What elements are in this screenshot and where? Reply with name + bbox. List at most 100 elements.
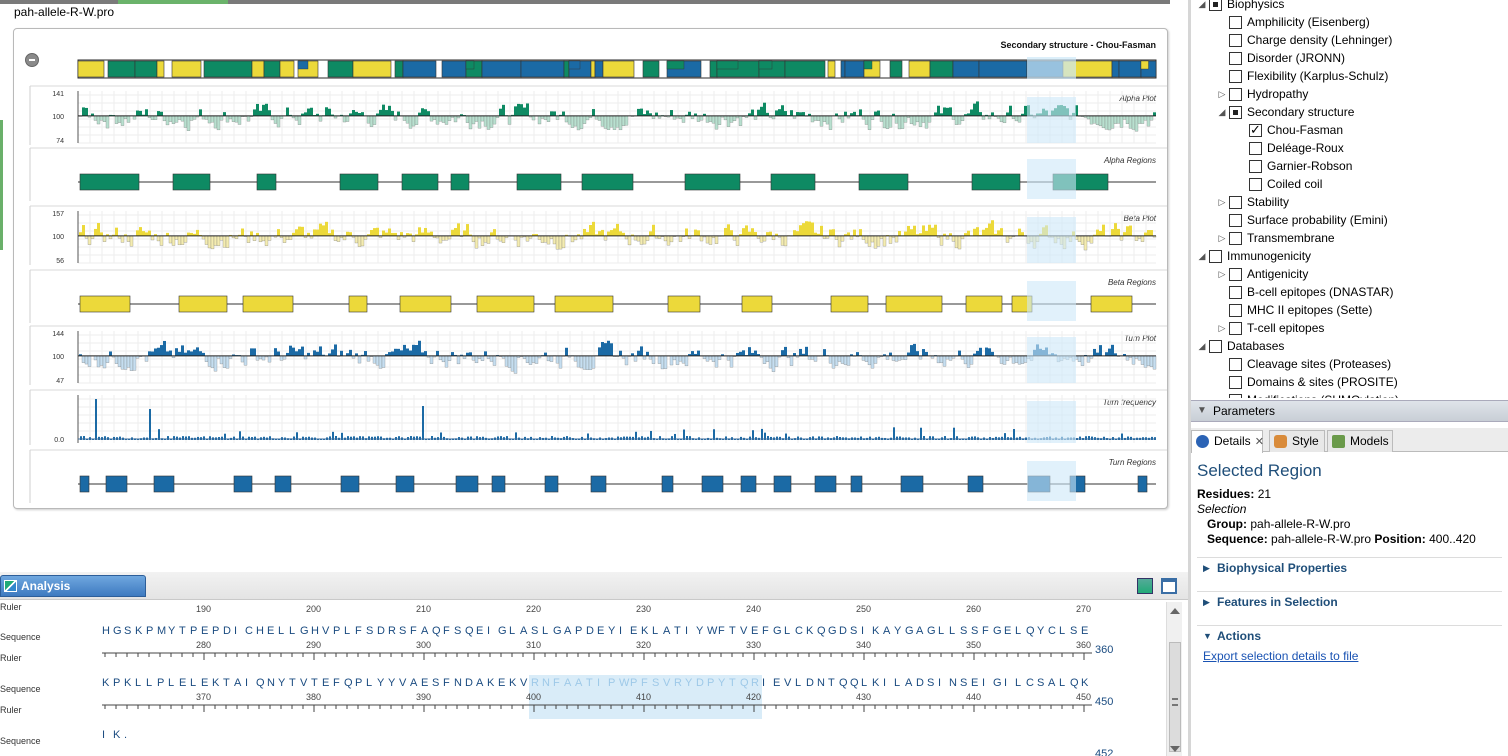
- residue[interactable]: P: [212, 625, 220, 637]
- tree-item[interactable]: ▷ Transmembrane: [1215, 229, 1335, 247]
- scroll-up-icon[interactable]: [1170, 608, 1180, 614]
- checkbox[interactable]: [1249, 122, 1262, 138]
- tree-item[interactable]: Flexibility (Karplus-Schulz): [1215, 67, 1388, 85]
- residue[interactable]: I: [762, 677, 766, 689]
- residue[interactable]: C: [795, 625, 803, 637]
- pane-divider[interactable]: [1188, 0, 1191, 756]
- residue[interactable]: I: [685, 625, 689, 637]
- residue[interactable]: T: [586, 677, 593, 689]
- residue[interactable]: .: [124, 729, 128, 741]
- checkbox[interactable]: [1249, 177, 1262, 191]
- residue[interactable]: T: [223, 677, 230, 689]
- residue[interactable]: V: [399, 677, 407, 689]
- residue[interactable]: L: [1059, 625, 1066, 637]
- residue[interactable]: Q: [839, 677, 848, 689]
- checkbox[interactable]: [1229, 393, 1242, 398]
- residue[interactable]: G: [993, 625, 1002, 637]
- residue[interactable]: V: [322, 625, 330, 637]
- residue[interactable]: P: [190, 625, 198, 637]
- residue[interactable]: N: [817, 677, 825, 689]
- residue[interactable]: G: [927, 625, 936, 637]
- residue[interactable]: A: [905, 677, 913, 689]
- collapsed-triangle-icon[interactable]: ▷: [1218, 88, 1226, 99]
- residue[interactable]: L: [949, 625, 956, 637]
- tree-item[interactable]: MHC II epitopes (Sette): [1215, 301, 1372, 319]
- tree-item[interactable]: Charge density (Lehninger): [1215, 31, 1392, 49]
- residue[interactable]: V: [300, 677, 308, 689]
- plots-canvas[interactable]: Alpha Plot 141 100 74 Alpha Regions Beta Plot…: [14, 29, 1167, 508]
- residue[interactable]: L: [168, 677, 175, 689]
- tree-item[interactable]: Coiled coil: [1235, 175, 1322, 193]
- residue[interactable]: S: [366, 625, 374, 637]
- residue[interactable]: N: [267, 677, 275, 689]
- residue[interactable]: I: [982, 677, 986, 689]
- residue[interactable]: L: [1015, 625, 1022, 637]
- residue[interactable]: T: [289, 677, 296, 689]
- residue[interactable]: F: [718, 625, 725, 637]
- residue[interactable]: A: [421, 625, 429, 637]
- collapsed-triangle-icon[interactable]: ▷: [1218, 232, 1226, 243]
- checkbox[interactable]: [1229, 87, 1242, 101]
- residue[interactable]: F: [553, 677, 560, 689]
- residue[interactable]: I: [1004, 677, 1008, 689]
- residue[interactable]: P: [355, 677, 363, 689]
- tree-item[interactable]: Modifications (SUMOylation): [1215, 391, 1399, 398]
- tree-item[interactable]: Cleavage sites (Proteases): [1215, 355, 1391, 373]
- residue[interactable]: Y: [894, 625, 902, 637]
- residue[interactable]: G: [498, 625, 507, 637]
- residue[interactable]: L: [1015, 677, 1022, 689]
- residue[interactable]: D: [465, 677, 473, 689]
- tree-item[interactable]: ◢ Databases: [1195, 337, 1285, 355]
- residue[interactable]: N: [949, 677, 957, 689]
- residue[interactable]: H: [311, 625, 319, 637]
- checkbox[interactable]: [1229, 321, 1242, 335]
- residue[interactable]: N: [542, 677, 550, 689]
- residue[interactable]: I: [487, 625, 491, 637]
- residue[interactable]: E: [773, 677, 781, 689]
- residue[interactable]: Q: [432, 625, 441, 637]
- scroll-down-icon[interactable]: [1170, 746, 1180, 752]
- residue[interactable]: L: [190, 677, 197, 689]
- residue[interactable]: T: [828, 677, 835, 689]
- residue[interactable]: S: [971, 625, 979, 637]
- residue[interactable]: W: [619, 677, 630, 689]
- residue[interactable]: T: [729, 625, 736, 637]
- residue[interactable]: F: [443, 677, 450, 689]
- residue[interactable]: K: [509, 677, 517, 689]
- residue[interactable]: G: [905, 625, 914, 637]
- residue[interactable]: L: [1059, 677, 1066, 689]
- residue[interactable]: A: [234, 677, 242, 689]
- checkbox[interactable]: [1229, 69, 1242, 83]
- residue[interactable]: L: [146, 677, 153, 689]
- residue[interactable]: K: [212, 677, 220, 689]
- checkbox[interactable]: [1229, 105, 1242, 119]
- expanded-triangle-icon[interactable]: ◢: [1198, 340, 1206, 351]
- active-editor-tab-indicator[interactable]: [118, 0, 228, 4]
- export-selection-link[interactable]: Export selection details to file: [1203, 649, 1359, 663]
- checkbox[interactable]: [1229, 303, 1242, 317]
- residue[interactable]: D: [586, 625, 594, 637]
- residue[interactable]: Y: [685, 677, 693, 689]
- residue[interactable]: Y: [718, 677, 726, 689]
- residue[interactable]: L: [344, 625, 351, 637]
- residue[interactable]: F: [410, 625, 417, 637]
- residue[interactable]: A: [476, 677, 484, 689]
- residue[interactable]: I: [861, 625, 865, 637]
- residue[interactable]: V: [663, 677, 671, 689]
- tree-item[interactable]: Domains & sites (PROSITE): [1215, 373, 1398, 391]
- residue[interactable]: I: [883, 677, 887, 689]
- maximize-icon[interactable]: [1161, 578, 1177, 594]
- residue[interactable]: G: [300, 625, 309, 637]
- residue[interactable]: H: [102, 625, 110, 637]
- residue[interactable]: A: [663, 625, 671, 637]
- residue[interactable]: K: [487, 677, 495, 689]
- tree-item[interactable]: Disorder (JRONN): [1215, 49, 1345, 67]
- residue[interactable]: A: [564, 677, 572, 689]
- residue[interactable]: Y: [168, 625, 176, 637]
- tab-details[interactable]: Details ✕: [1191, 430, 1264, 453]
- residue[interactable]: E: [421, 677, 429, 689]
- residue[interactable]: F: [333, 677, 340, 689]
- parameters-bar[interactable]: ▼ Parameters: [1191, 400, 1508, 422]
- residue[interactable]: L: [795, 677, 802, 689]
- residue[interactable]: Q: [1026, 625, 1035, 637]
